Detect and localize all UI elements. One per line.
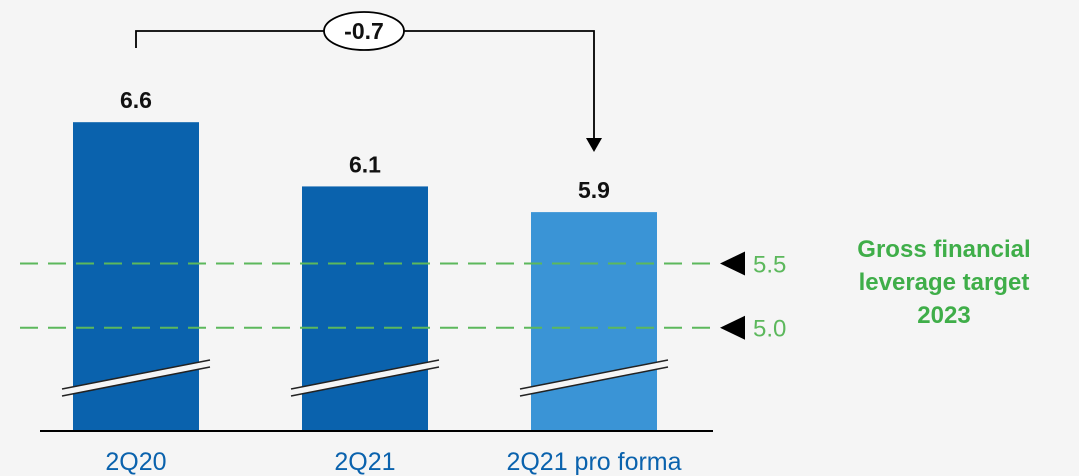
delta-label: -0.7 bbox=[344, 18, 384, 44]
bars-layer bbox=[73, 122, 657, 431]
category-labels: 2Q20 2Q21 2Q21 pro forma bbox=[105, 448, 681, 476]
target-arrow-icon bbox=[720, 251, 745, 276]
axis-break-mark bbox=[290, 359, 440, 397]
target-label: 5.5 bbox=[753, 252, 786, 279]
axis-break-mark bbox=[61, 359, 211, 397]
target-arrow-icon bbox=[720, 315, 745, 340]
category-label: 2Q21 pro forma bbox=[506, 448, 681, 476]
axis-breaks bbox=[61, 359, 669, 397]
bar-2q21-pro-forma bbox=[531, 212, 657, 431]
axis-break-mark bbox=[519, 359, 669, 397]
target-label: 5.0 bbox=[753, 316, 786, 343]
delta-arrow-icon bbox=[586, 138, 602, 152]
target-title: Gross financial leverage target 2023 bbox=[857, 236, 1030, 329]
bar-value-labels: 6.6 6.1 5.9 bbox=[120, 87, 610, 203]
target-line: 5.0 bbox=[20, 315, 786, 343]
target-line: 5.5 bbox=[20, 251, 786, 279]
bar-value-label: 6.1 bbox=[349, 151, 381, 177]
bar-2q21 bbox=[302, 186, 428, 431]
target-lines: 5.5 5.0 bbox=[20, 251, 786, 343]
bar-value-label: 6.6 bbox=[120, 87, 152, 113]
delta-annotation: -0.7 bbox=[135, 11, 602, 152]
category-label: 2Q20 bbox=[105, 448, 166, 476]
bar-value-label: 5.9 bbox=[578, 177, 610, 203]
delta-oval bbox=[323, 11, 405, 51]
category-label: 2Q21 bbox=[334, 448, 395, 476]
